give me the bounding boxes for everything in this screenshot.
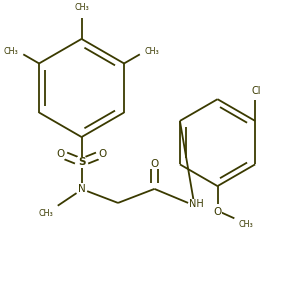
Text: CH₃: CH₃: [145, 47, 159, 56]
Text: N: N: [78, 184, 85, 194]
Text: CH₃: CH₃: [39, 208, 54, 218]
Text: NH: NH: [190, 199, 204, 209]
Text: CH₃: CH₃: [239, 220, 253, 229]
Text: S: S: [78, 157, 85, 167]
Text: O: O: [56, 149, 65, 159]
Text: Cl: Cl: [252, 86, 261, 96]
Text: O: O: [150, 159, 158, 169]
Text: O: O: [213, 207, 222, 217]
Text: CH₃: CH₃: [4, 47, 18, 56]
Text: CH₃: CH₃: [74, 3, 89, 12]
Text: O: O: [98, 149, 107, 159]
